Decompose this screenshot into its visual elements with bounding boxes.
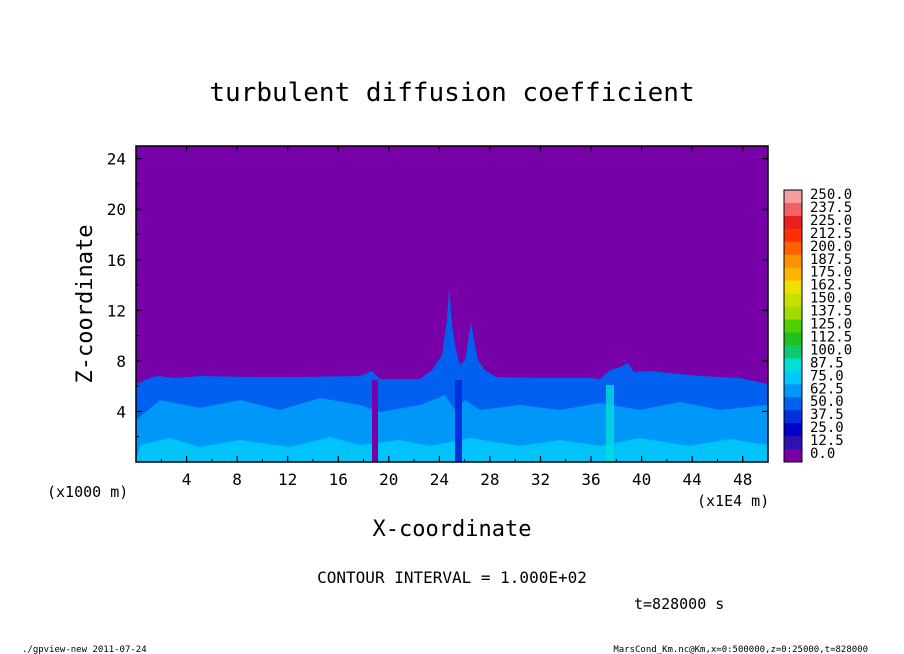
x-unit-label: (x1E4 m) <box>697 492 769 510</box>
colorbar-label: 75.0 <box>810 368 844 384</box>
plot-frame <box>135 145 769 463</box>
colorbar-label: 125.0 <box>810 317 852 333</box>
y-axis: 4 8 12 16 20 24 <box>107 150 768 438</box>
colorbar-swatch <box>784 190 802 204</box>
colorbar-swatch <box>784 254 802 269</box>
colorbar-label: 25.0 <box>810 420 844 436</box>
colorbar-label: 137.5 <box>810 304 852 320</box>
colorbar-label: 225.0 <box>810 213 852 229</box>
x-tick-label: 8 <box>232 470 242 489</box>
colorbar-label: 150.0 <box>810 291 852 307</box>
colorbar-frame <box>783 189 803 463</box>
y-tick-label: 16 <box>107 251 126 270</box>
colorbar-label: 0.0 <box>810 446 835 462</box>
colorbar-swatch <box>784 423 802 437</box>
footer-left: ./gpview-new 2011-07-24 <box>22 645 147 654</box>
right-column <box>606 385 614 462</box>
colorbar-swatch <box>784 410 802 424</box>
footer-right: MarsCond_Km.nc@Km,x=0:500000,z=0:25000,t… <box>613 645 868 654</box>
x-tick-label: 4 <box>182 470 192 489</box>
chart-title: turbulent diffusion coefficient <box>209 78 694 108</box>
x-tick-label: 12 <box>278 470 297 489</box>
colorbar-swatch <box>784 384 802 398</box>
colorbar: 250.0237.5225.0212.5200.0187.5175.0162.5… <box>783 187 852 463</box>
colorbar-swatch <box>784 228 802 243</box>
colorbar-swatch <box>784 267 802 282</box>
y-tick-label: 12 <box>107 301 126 320</box>
colorbar-label: 62.5 <box>810 381 844 397</box>
x-tick-label: 36 <box>581 470 600 489</box>
colorbar-swatch <box>784 449 802 463</box>
x-tick-label: 20 <box>379 470 398 489</box>
x-tick-label: 40 <box>632 470 651 489</box>
y-unit-label: (x1000 m) <box>47 483 128 501</box>
colorbar-label: 87.5 <box>810 355 844 371</box>
y-tick-label: 24 <box>107 150 126 169</box>
x-axis: 4 8 12 16 20 24 28 32 36 40 44 48 <box>160 146 752 489</box>
colorbar-swatch <box>784 280 802 295</box>
x-axis-label: X-coordinate <box>373 517 532 542</box>
colorbar-swatch <box>784 397 802 411</box>
colorbar-label: 200.0 <box>810 239 852 255</box>
colorbar-label: 112.5 <box>810 329 852 345</box>
colorbar-swatch <box>784 332 802 346</box>
colorbar-swatch <box>784 293 802 308</box>
central-column <box>455 380 462 462</box>
colorbar-swatch <box>784 436 802 450</box>
colorbar-label: 187.5 <box>810 252 852 268</box>
colorbar-swatch <box>784 215 802 230</box>
colorbar-label: 212.5 <box>810 226 852 242</box>
colorbar-swatch <box>784 319 802 333</box>
colorbar-swatch <box>784 358 802 372</box>
colorbar-swatch <box>784 371 802 385</box>
colorbar-label: 175.0 <box>810 265 852 281</box>
colorbar-label: 162.5 <box>810 278 852 294</box>
colorbar-swatch <box>784 345 802 359</box>
left-column <box>372 380 378 462</box>
y-tick-label: 4 <box>116 402 126 421</box>
y-tick-label: 8 <box>116 352 126 371</box>
colorbar-label: 250.0 <box>810 187 852 203</box>
x-tick-label: 44 <box>683 470 702 489</box>
x-tick-label: 32 <box>531 470 550 489</box>
colorbar-swatch <box>784 306 802 321</box>
colorbar-label: 12.5 <box>810 433 844 449</box>
x-tick-label: 28 <box>480 470 499 489</box>
colorbar-label: 50.0 <box>810 394 844 410</box>
colorbar-label: 237.5 <box>810 200 852 216</box>
colorbar-label: 100.0 <box>810 342 852 358</box>
colorbar-swatch <box>784 241 802 256</box>
colorbar-label: 37.5 <box>810 407 844 423</box>
x-tick-label: 24 <box>430 470 449 489</box>
colorbar-swatch <box>784 202 802 217</box>
y-tick-label: 20 <box>107 200 126 219</box>
x-tick-label: 16 <box>329 470 348 489</box>
plot-area <box>135 145 769 463</box>
time-label: t=828000 s <box>634 595 724 613</box>
contour-interval-label: CONTOUR INTERVAL = 1.000E+02 <box>317 568 587 587</box>
y-axis-label: Z-coordinate <box>73 225 98 384</box>
x-tick-label: 48 <box>733 470 752 489</box>
